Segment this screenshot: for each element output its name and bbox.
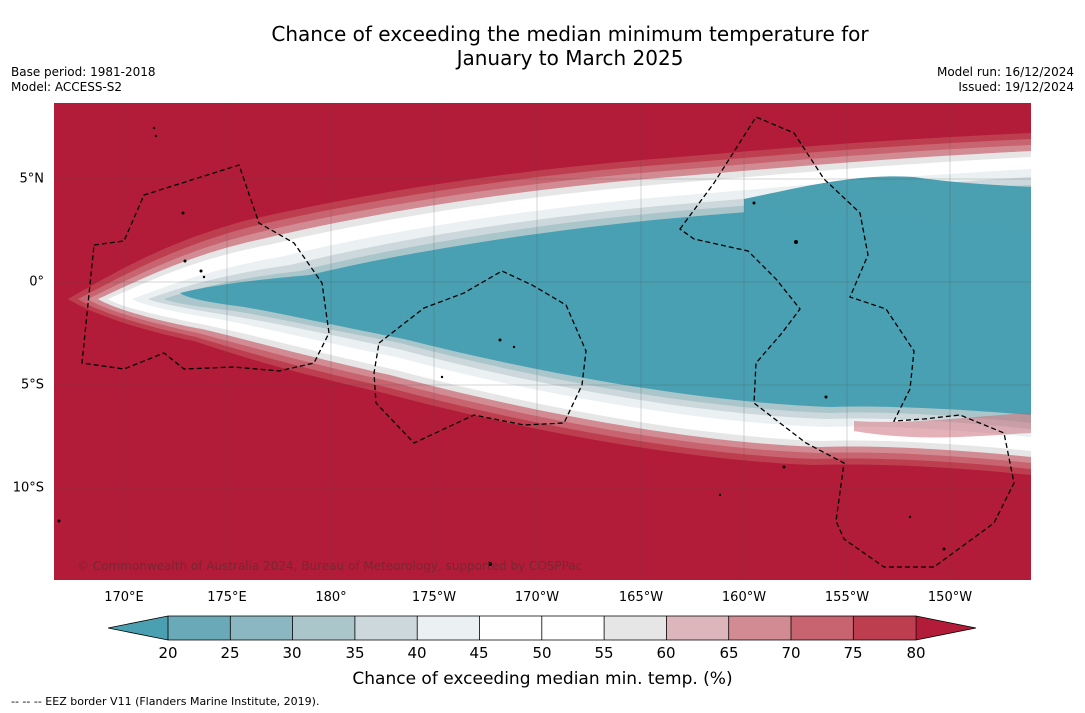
map-canvas	[54, 103, 1031, 580]
colorbar-label: 65	[719, 644, 739, 662]
cool-patch-1	[744, 176, 1031, 233]
lon-label: 170°E	[104, 590, 144, 605]
lon-label: 160°W	[721, 590, 767, 605]
colorbar-label: 30	[282, 644, 302, 662]
colorbar	[108, 615, 977, 641]
colorbar-label: 50	[532, 644, 552, 662]
lon-label: 175°E	[207, 590, 247, 605]
lon-label: 150°W	[927, 590, 973, 605]
eez-footnote: -- -- -- EEZ border V11 (Flanders Marine…	[11, 695, 320, 708]
lon-label: 180°	[315, 590, 347, 605]
meta-right: Model run: 16/12/2024 Issued: 19/12/2024	[937, 65, 1074, 95]
colorbar-bin	[791, 616, 854, 640]
colorbar-bin	[479, 616, 542, 640]
map-credit: © Commonwealth of Australia 2024, Bureau…	[77, 559, 583, 573]
colorbar-bin	[168, 616, 231, 640]
colorbar-arrow-high	[916, 616, 976, 640]
colorbar-bin	[230, 616, 293, 640]
forecast-map	[54, 103, 1031, 580]
lat-label: 5°S	[20, 377, 44, 393]
colorbar-bin	[541, 616, 605, 640]
colorbar-bin	[292, 616, 355, 640]
colorbar-label: 35	[345, 644, 365, 662]
chart-title: Chance of exceeding the median minimum t…	[0, 22, 1085, 70]
colorbar-label: 20	[158, 644, 178, 662]
base-period: Base period: 1981-2018	[11, 65, 156, 79]
lat-label: 10°S	[12, 480, 44, 496]
colorbar-label: 80	[906, 644, 926, 662]
colorbar-arrow-low	[108, 616, 168, 640]
lat-label: 0°	[29, 274, 44, 290]
title-line-2: January to March 2025	[456, 46, 684, 70]
lon-label: 165°W	[618, 590, 664, 605]
colorbar-bin	[417, 616, 480, 640]
cool-tongue	[180, 191, 1031, 415]
model-run: Model run: 16/12/2024	[936, 65, 1074, 79]
issued-date: Issued: 19/12/2024	[958, 80, 1074, 94]
lon-label: 170°W	[514, 590, 560, 605]
graticule	[54, 103, 1031, 580]
colorbar-bin	[354, 616, 418, 640]
lat-label: 5°N	[19, 171, 45, 187]
lon-label: 155°W	[824, 590, 870, 605]
cool-patch-2	[854, 413, 1031, 438]
model-name: Model: ACCESS-S2	[11, 80, 123, 94]
colorbar-bin	[666, 616, 729, 640]
islands	[57, 126, 946, 566]
colorbar-bin	[604, 616, 667, 640]
title-line-1: Chance of exceeding the median minimum t…	[271, 22, 869, 46]
lon-label: 175°W	[411, 590, 457, 605]
colorbar-label: 55	[594, 644, 614, 662]
eez-borders	[81, 116, 1015, 568]
colorbar-bin	[853, 616, 916, 640]
colorbar-label: 25	[220, 644, 240, 662]
colorbar-label: 45	[469, 644, 489, 662]
colorbar-label: 60	[656, 644, 676, 662]
colorbar-title: Chance of exceeding median min. temp. (%…	[352, 669, 733, 689]
colorbar-label: 75	[843, 644, 863, 662]
colorbar-bin	[728, 616, 791, 640]
meta-left: Base period: 1981-2018 Model: ACCESS-S2	[11, 65, 156, 95]
colorbar-label: 40	[407, 644, 427, 662]
colorbar-label: 70	[781, 644, 801, 662]
